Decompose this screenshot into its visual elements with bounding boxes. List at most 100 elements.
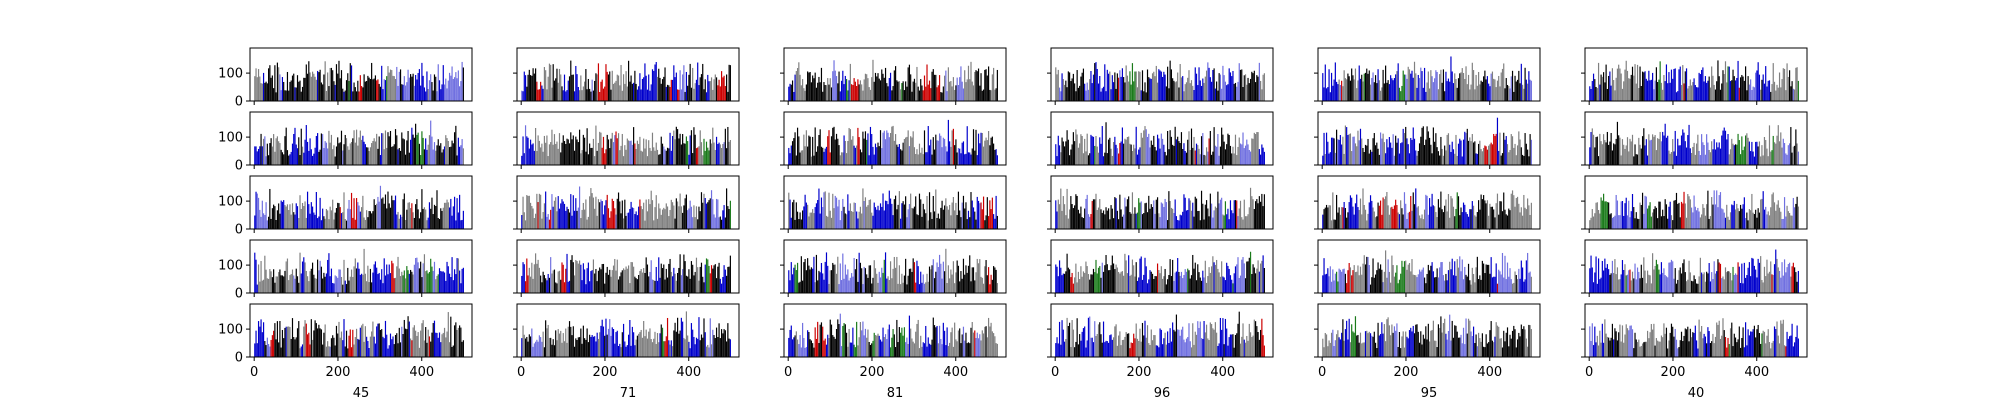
- bar: [575, 136, 577, 165]
- bar: [1352, 206, 1354, 229]
- bar: [420, 85, 422, 101]
- bar: [864, 268, 867, 293]
- bar: [1076, 70, 1078, 101]
- bar: [654, 64, 656, 101]
- bar: [298, 81, 300, 101]
- bar: [1253, 319, 1255, 357]
- bar: [897, 342, 899, 357]
- bar: [406, 140, 408, 165]
- bar: [1756, 70, 1758, 101]
- bar: [1509, 268, 1511, 293]
- bar: [442, 149, 444, 165]
- bar: [644, 63, 646, 101]
- bar: [1631, 134, 1634, 165]
- bar: [1752, 212, 1754, 229]
- bar: [278, 203, 280, 229]
- bar: [1530, 80, 1532, 101]
- bar: [1362, 342, 1364, 357]
- bar: [1667, 277, 1669, 293]
- axes-frame: [1050, 239, 1274, 294]
- axes-frame: [783, 303, 1007, 358]
- bar: [635, 211, 637, 229]
- bar: [1387, 259, 1389, 293]
- bar: [1055, 144, 1057, 165]
- bar: [1641, 136, 1644, 165]
- bar: [1111, 75, 1113, 101]
- bar: [1646, 155, 1649, 165]
- bar: [824, 261, 826, 293]
- bar: [996, 155, 998, 165]
- bar: [264, 341, 266, 357]
- bar: [1381, 87, 1383, 101]
- bar: [1723, 74, 1725, 101]
- bar: [547, 76, 549, 101]
- bar: [1329, 342, 1331, 357]
- bar: [1713, 190, 1715, 229]
- bar: [1684, 272, 1686, 293]
- bar: [1631, 194, 1634, 229]
- bar: [625, 346, 627, 357]
- bar: [319, 69, 321, 101]
- bar: [1205, 324, 1208, 357]
- bar: [1182, 76, 1184, 101]
- bar: [596, 150, 598, 165]
- bar: [1470, 209, 1472, 229]
- bar: [378, 323, 380, 357]
- bar: [844, 140, 846, 165]
- bar: [261, 200, 263, 229]
- bar: [851, 139, 853, 165]
- bar: [357, 338, 359, 357]
- bar: [1246, 216, 1248, 229]
- bar: [1143, 335, 1145, 357]
- bar: [629, 283, 631, 293]
- bar: [1714, 89, 1717, 101]
- bar: [1732, 205, 1734, 229]
- bar: [1481, 199, 1483, 229]
- bar: [1116, 148, 1118, 165]
- bar: [1324, 154, 1326, 165]
- bar: [1197, 145, 1199, 165]
- bar: [708, 81, 710, 101]
- bar: [1685, 217, 1688, 229]
- bar: [636, 215, 638, 229]
- bar: [1351, 324, 1353, 357]
- bar: [294, 87, 296, 101]
- bar: [1401, 85, 1403, 101]
- bar: [859, 149, 862, 165]
- bar: [866, 206, 868, 229]
- bar: [1352, 331, 1354, 357]
- bar: [1211, 154, 1213, 165]
- bar: [1330, 72, 1333, 101]
- bar: [612, 201, 615, 229]
- bar: [1680, 273, 1683, 293]
- bar: [986, 337, 988, 357]
- bar: [1601, 200, 1603, 229]
- bar: [284, 136, 286, 165]
- bar: [962, 88, 965, 101]
- bar: [936, 87, 938, 101]
- bar: [1699, 217, 1701, 229]
- bar: [1608, 269, 1610, 293]
- bar: [602, 88, 605, 101]
- bar: [435, 332, 437, 357]
- bar: [315, 79, 317, 101]
- bar: [1372, 258, 1374, 293]
- bar: [1415, 324, 1417, 357]
- bar: [1262, 206, 1264, 229]
- bar: [1063, 204, 1066, 229]
- bar: [338, 60, 340, 101]
- bar: [1689, 148, 1691, 165]
- bar: [433, 261, 436, 293]
- bar: [313, 153, 315, 165]
- bar: [809, 212, 811, 229]
- bar: [1634, 144, 1636, 165]
- bar: [713, 214, 715, 229]
- bar: [323, 74, 325, 101]
- bar: [426, 71, 428, 101]
- bar: [595, 73, 597, 101]
- bar: [1513, 147, 1515, 165]
- bar: [1224, 201, 1227, 229]
- bar: [1658, 139, 1660, 165]
- bar: [1172, 78, 1174, 101]
- bar: [819, 82, 821, 101]
